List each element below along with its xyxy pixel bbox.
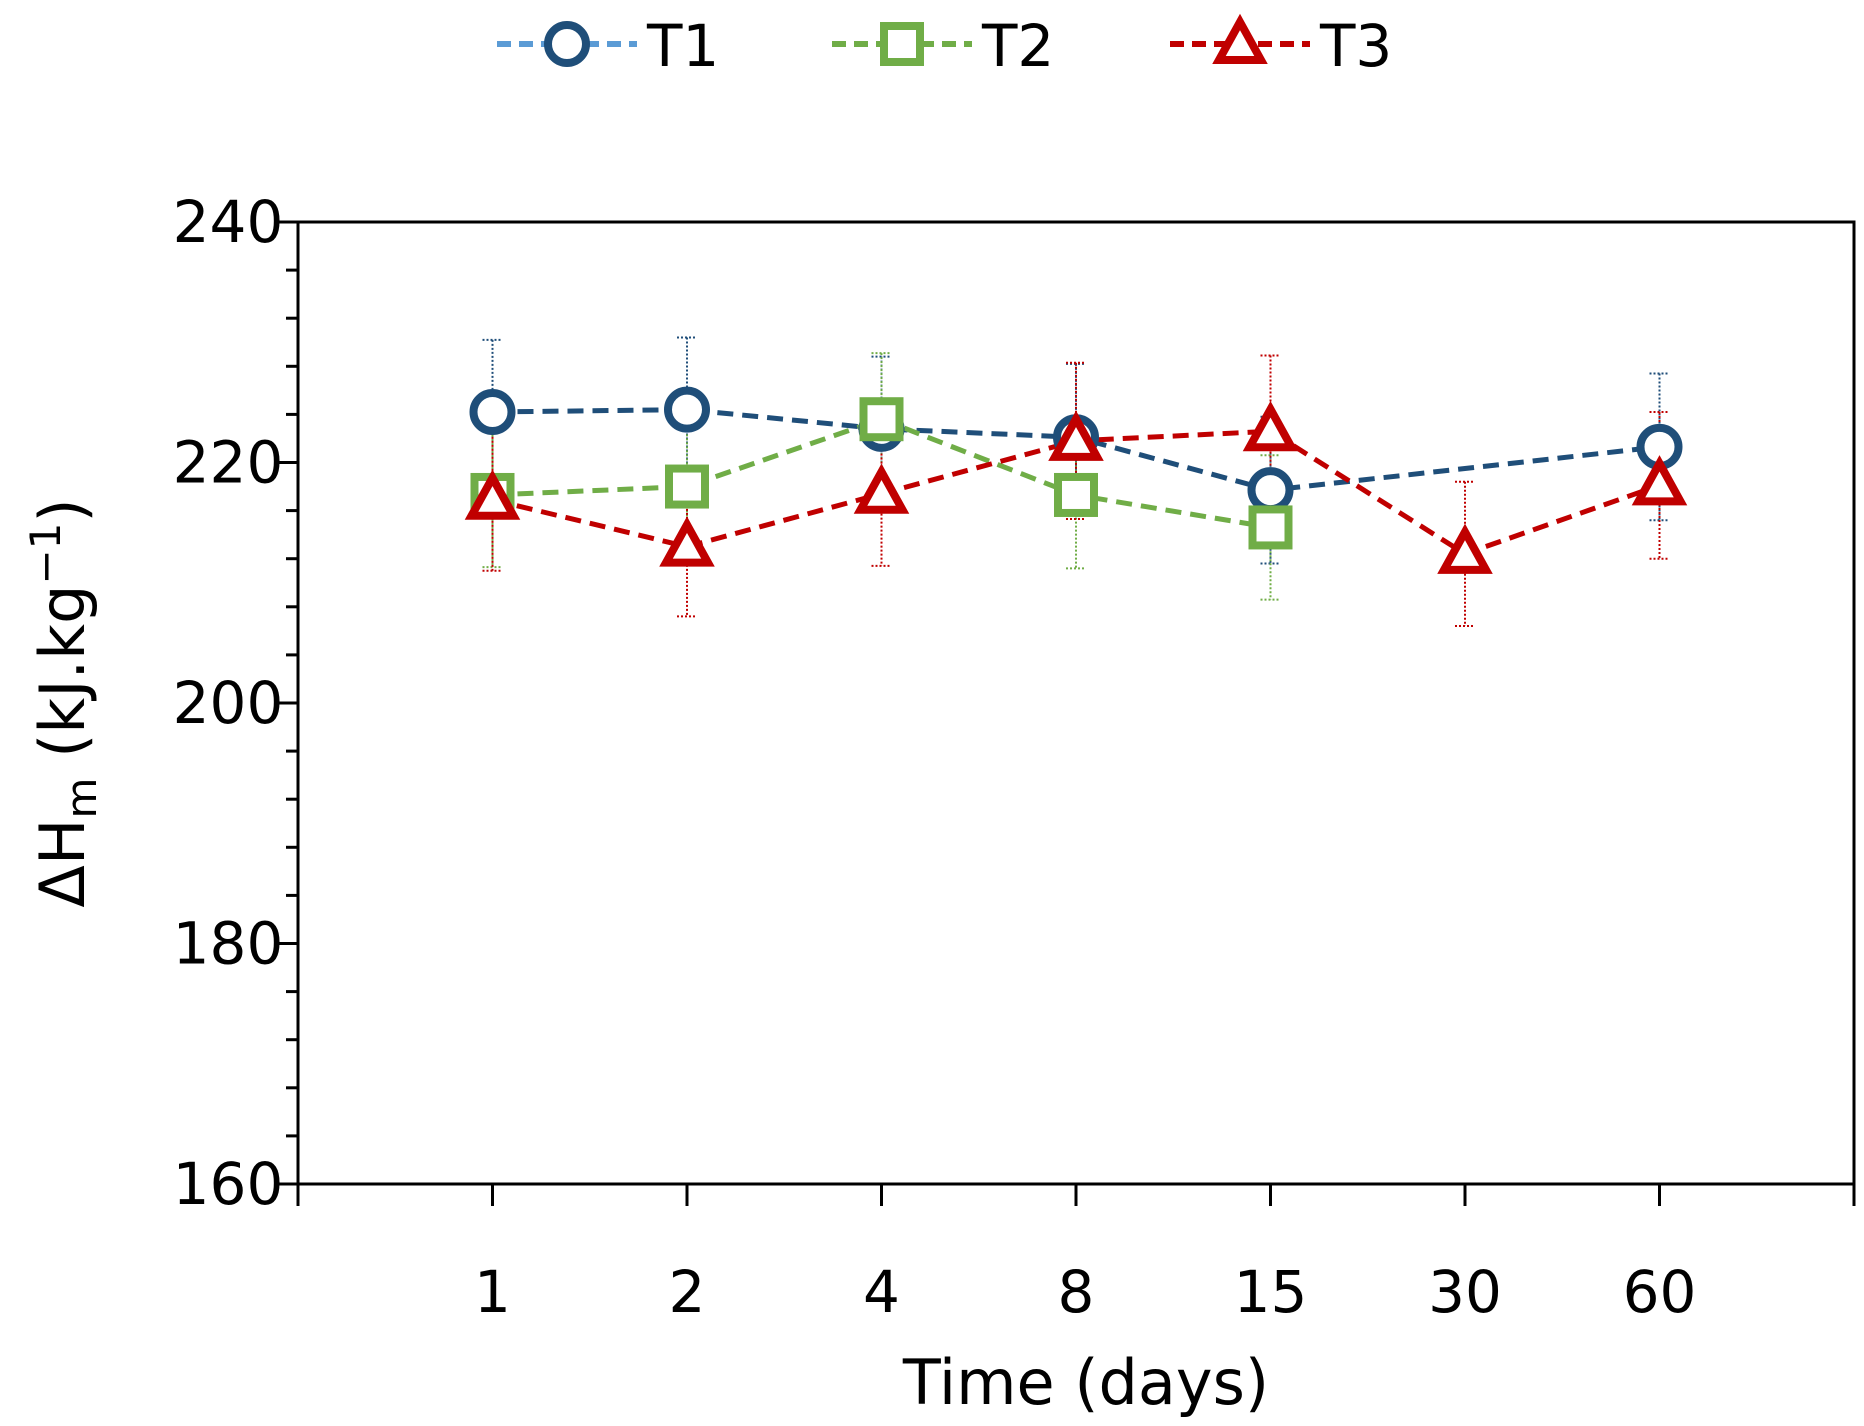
markers-t3 [464, 400, 1688, 574]
data-point-t3 [1437, 523, 1493, 574]
y-tick-label: 200 [173, 669, 284, 737]
data-point-t1 [469, 388, 516, 435]
data-point-t3 [1048, 410, 1104, 461]
data-point-t1 [664, 386, 710, 433]
legend-item-t2: T2 [832, 12, 1054, 80]
series-line-t1 [492, 407, 1660, 493]
data-point-t3 [1242, 400, 1299, 452]
data-point-t2 [665, 464, 709, 509]
legend-item-t1: T1 [497, 12, 719, 80]
x-tick-label: 4 [863, 1258, 900, 1326]
x-tick-label: 30 [1428, 1258, 1502, 1326]
series-layer [464, 336, 1688, 628]
x-axis: 1 2 4 8 15 30 60 [296, 1184, 1856, 1326]
x-tick-label: 8 [1058, 1258, 1095, 1326]
y-axis: 160 180 200 220 240 [173, 188, 298, 1218]
data-point-t3 [853, 463, 910, 514]
legend-label-t2: T2 [981, 12, 1054, 80]
data-point-t1 [1247, 467, 1294, 514]
x-tick-label: 60 [1623, 1258, 1697, 1326]
plot-area-frame [296, 220, 1856, 1186]
data-point-t2 [859, 397, 904, 442]
y-tick-label: 220 [173, 429, 284, 497]
x-tick-label: 2 [669, 1258, 706, 1326]
data-point-t3 [464, 469, 521, 520]
y-axis-title-close: ) [26, 498, 99, 522]
x-tick-label: 15 [1234, 1258, 1308, 1326]
y-axis-title-main: ΔH [26, 819, 99, 908]
y-tick-label: 180 [173, 910, 284, 978]
y-axis-title: ΔHm (kJ.kg−1) [21, 498, 106, 907]
legend-marker-t3 [1212, 13, 1268, 64]
data-point-t2 [1248, 505, 1293, 550]
data-point-t2 [1054, 472, 1098, 517]
y-axis-title-superscript: −1 [21, 523, 70, 585]
y-axis-title-subscript: m [57, 778, 106, 819]
y-tick-label: 240 [173, 188, 284, 256]
data-point-t3 [659, 516, 715, 567]
legend-label-t1: T1 [646, 12, 719, 80]
y-axis-title-unit: (kJ.kg [26, 585, 99, 778]
x-tick-label: 1 [474, 1258, 511, 1326]
legend: T1 T2 T3 [497, 12, 1392, 80]
x-axis-title: Time (days) [902, 1346, 1269, 1419]
data-point-t3 [1631, 455, 1688, 506]
y-tick-label: 160 [173, 1150, 284, 1218]
legend-item-t3: T3 [1170, 12, 1392, 80]
legend-label-t3: T3 [1319, 12, 1392, 80]
legend-marker-t1 [544, 21, 590, 67]
legend-marker-t2 [880, 22, 924, 66]
